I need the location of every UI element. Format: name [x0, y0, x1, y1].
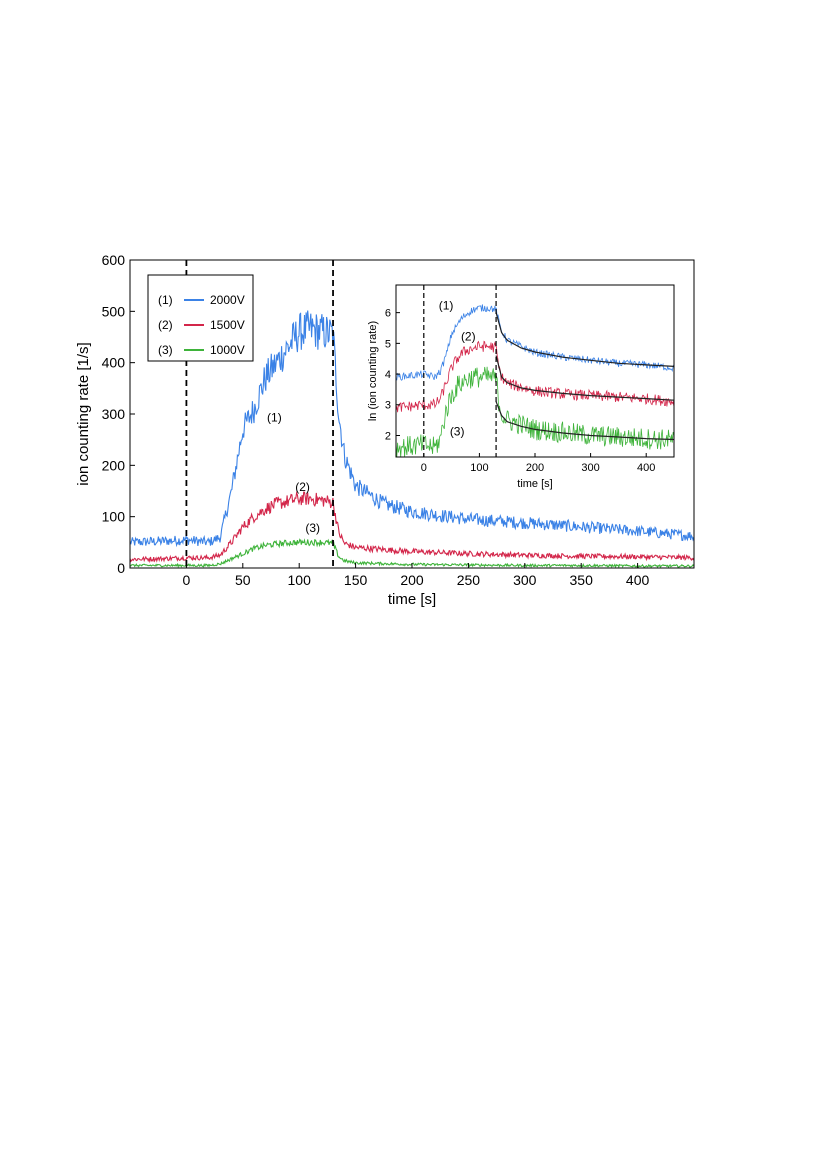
legend-entry: 1500V	[210, 318, 245, 332]
inset-curve-label: (2)	[461, 329, 476, 343]
inset-plot-area	[396, 285, 674, 457]
legend: (1) 2000V (2) 1500V (3) 1000V	[147, 274, 254, 362]
inset-xtick-label: 0	[421, 462, 427, 474]
inset-xtick-label: 400	[637, 462, 655, 474]
inset-chart: 0 100 200 300 400 2 3 4 5 6 time [s] ln (ion counti…	[362, 278, 684, 490]
main-xtick-label: 50	[235, 572, 251, 588]
inset-curve-label: (1)	[439, 299, 454, 313]
main-curve-label: (2)	[295, 480, 310, 494]
main-xtick-label: 200	[400, 572, 424, 588]
inset-y-axis-label: ln (ion counting rate)	[367, 321, 379, 421]
main-xtick-label: 250	[457, 572, 481, 588]
inset-ytick-label: 3	[385, 400, 391, 412]
inset-fit-2-line	[495, 355, 675, 401]
inset-ytick-label: 6	[385, 308, 391, 320]
inset-fit-1-line	[495, 312, 675, 367]
main-ytick-label: 500	[102, 303, 126, 319]
legend-box	[147, 274, 254, 362]
inset-ytick-label: 2	[385, 430, 391, 442]
main-xtick-label: 150	[344, 572, 368, 588]
inset-ytick-label: 5	[385, 338, 391, 350]
main-ytick-label: 400	[102, 355, 126, 371]
main-curve-label: (3)	[305, 521, 320, 535]
inset-fit-3-line	[495, 401, 675, 441]
legend-entry: 1000V	[210, 343, 245, 357]
inset-xtick-label: 100	[470, 462, 488, 474]
main-ytick-label: 300	[102, 406, 126, 422]
main-curve-label: (1)	[267, 411, 282, 425]
main-series-1-line	[129, 310, 695, 548]
legend-tag: (3)	[158, 343, 173, 357]
main-xtick-label: 300	[513, 572, 537, 588]
main-x-axis-label: time [s]	[388, 591, 436, 608]
legend-tag: (2)	[158, 318, 173, 332]
inset-xtick-label: 300	[581, 462, 599, 474]
main-xtick-label: 400	[626, 572, 650, 588]
main-ytick-label: 600	[102, 252, 126, 268]
inset-xtick-label: 200	[526, 462, 544, 474]
inset-curve-label: (3)	[450, 425, 465, 439]
main-xtick-label: 350	[570, 572, 594, 588]
legend-entry: 2000V	[210, 293, 245, 307]
main-y-axis-label: ion counting rate [1/s]	[75, 342, 92, 485]
inset-x-axis-label: time [s]	[517, 478, 552, 490]
main-xtick-label: 0	[183, 572, 191, 588]
inset-series-1-line	[395, 304, 675, 381]
main-ytick-label: 100	[102, 509, 126, 525]
main-ytick-label: 200	[102, 457, 126, 473]
main-ytick-label: 0	[117, 560, 125, 576]
main-xtick-label: 100	[288, 572, 312, 588]
inset-series-3-line	[395, 366, 675, 458]
legend-tag: (1)	[158, 293, 173, 307]
inset-ytick-label: 4	[385, 369, 391, 381]
main-series-2-line	[129, 490, 695, 564]
